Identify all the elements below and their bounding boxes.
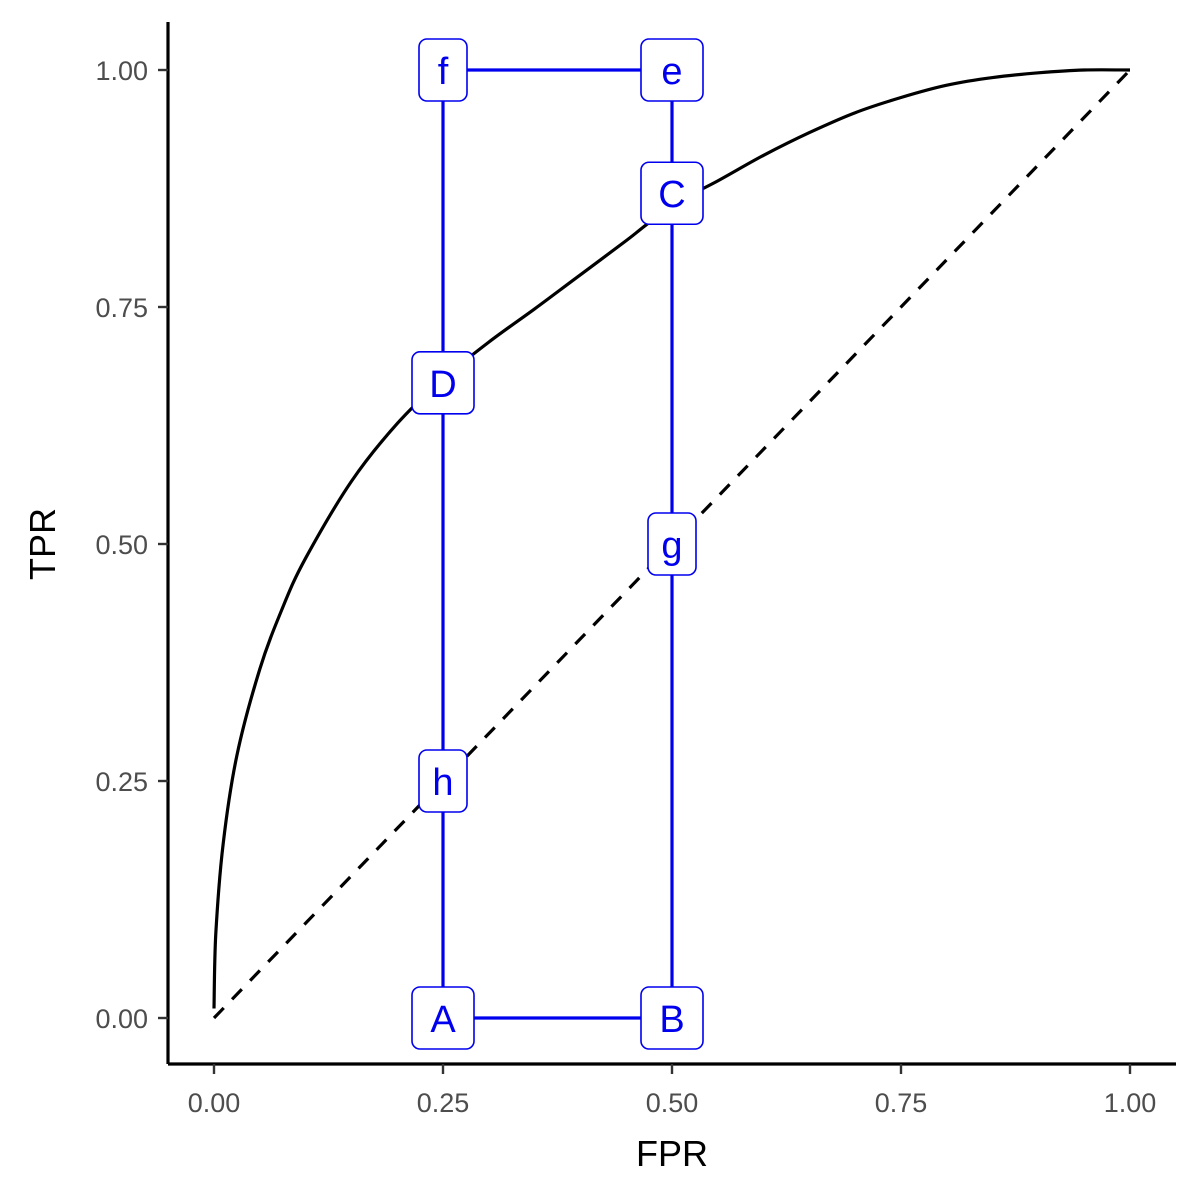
point-label-text: e [661, 51, 682, 93]
point-label-text: C [658, 174, 685, 216]
y-tick-label: 0.50 [95, 530, 148, 560]
point-label-D: D [411, 351, 475, 415]
y-tick-label: 1.00 [95, 56, 148, 86]
x-tick-label: 0.00 [188, 1088, 241, 1118]
point-label-box [418, 38, 468, 102]
point-label-e: e [640, 38, 704, 102]
point-label-box [418, 749, 468, 813]
point-label-text: B [659, 999, 684, 1041]
point-label-text: A [430, 999, 456, 1041]
y-tick-label: 0.00 [95, 1004, 148, 1034]
point-label-box [640, 986, 704, 1050]
point-label-box [640, 38, 704, 102]
point-label-box [411, 986, 475, 1050]
point-label-A: A [411, 986, 475, 1050]
point-labels-layer: A B C De f g h [411, 38, 704, 1050]
roc-curve [212, 68, 1131, 1009]
point-label-C: C [640, 161, 704, 226]
point-label-g: g [647, 512, 697, 576]
point-label-B: B [640, 986, 704, 1050]
point-label-text: D [429, 364, 456, 406]
point-label-text: f [438, 51, 449, 93]
x-tick-label: 0.50 [646, 1088, 699, 1118]
x-tick-label: 0.75 [875, 1088, 928, 1118]
point-label-box [640, 161, 704, 226]
point-label-box [647, 512, 697, 576]
y-axis-title: TPR [22, 508, 63, 580]
x-tick-label: 0.25 [417, 1088, 470, 1118]
point-label-h: h [418, 749, 468, 813]
y-tick-label: 0.75 [95, 293, 148, 323]
point-label-text: g [661, 525, 682, 567]
point-label-box [411, 351, 475, 415]
x-tick-label: 1.00 [1104, 1088, 1157, 1118]
roc-curve-layer [212, 68, 1131, 1009]
x-axis-title: FPR [636, 1133, 708, 1174]
axes-layer: 0.00 0.25 0.50 0.75 1.00 0.00 0.25 0.50 0.75 1.00 [95, 22, 1176, 1118]
point-label-text: h [432, 762, 453, 804]
point-label-f: f [418, 38, 468, 102]
y-tick-label: 0.25 [95, 767, 148, 797]
